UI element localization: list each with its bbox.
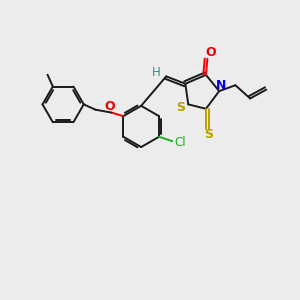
Text: N: N — [215, 79, 226, 92]
Text: H: H — [152, 66, 160, 80]
Text: O: O — [205, 46, 216, 59]
Text: O: O — [105, 100, 116, 112]
Text: S: S — [204, 128, 213, 141]
Text: Cl: Cl — [175, 136, 186, 149]
Text: S: S — [176, 101, 185, 114]
